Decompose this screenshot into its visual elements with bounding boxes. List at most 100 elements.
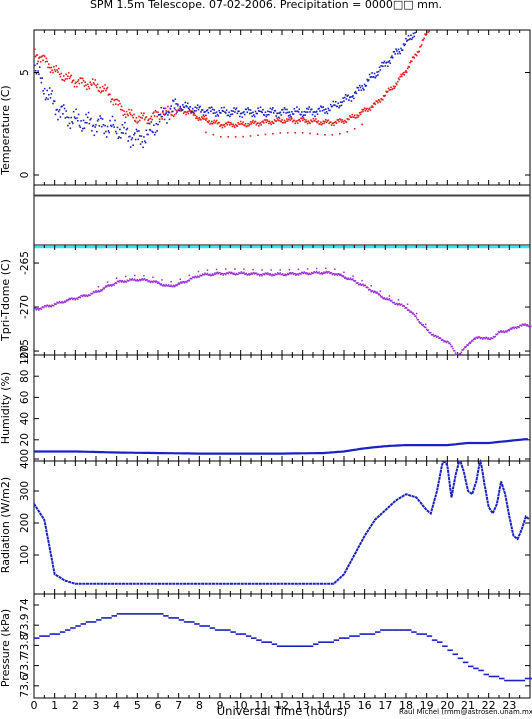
temperature-point [267,122,270,125]
tdome-point [152,276,154,279]
temperature-point [87,111,90,114]
temperature-point [204,118,206,120]
tdome-point [48,304,51,307]
temperature-point [147,133,149,136]
tdome-point [210,274,213,276]
tdome-point [412,312,415,314]
temperature-point [136,122,139,124]
tdome-point [429,332,432,334]
temperature-point [172,110,174,113]
temperature-point [200,111,202,113]
tdome-point [49,305,52,307]
temperature-point [227,114,230,117]
tdome-point [138,278,141,281]
temperature-point [376,71,378,73]
temperature-point [256,122,258,125]
tdome-point [268,274,271,276]
tdome-point [209,273,211,275]
x-tick-label: 6 [155,699,162,712]
tdome-point [258,275,261,277]
tdome-point [424,326,426,329]
temperature-point [234,123,237,126]
temperature-point [208,106,211,109]
temperature-point [53,68,56,71]
tdome-point [499,331,501,333]
temperature-point [206,109,209,111]
temperature-point [57,71,59,73]
tdome-point [180,281,182,283]
tdome-point [315,271,317,274]
temperature-point [130,109,133,111]
temperature-point [358,89,360,91]
temperature-point [84,81,87,83]
temperature-point [353,116,355,119]
temperature-point [249,109,252,111]
temperature-point [363,108,365,111]
pressure-point [65,629,71,631]
temperature-point [166,122,168,124]
tdome-point [59,301,62,304]
temperature-point [237,122,239,124]
temperature-point [240,112,243,115]
temperature-point [360,111,363,113]
tdome-point [377,292,379,295]
credit-note: Raul Michel (rmm@astrosen.unam.mx) [399,708,532,716]
temperature-point [191,111,194,113]
temperature-point [300,117,302,120]
tdome-point [114,282,116,285]
temperature-point [200,119,202,121]
tdome-point [234,268,236,270]
tdome-point [476,336,478,338]
temperature-point [45,97,48,99]
temperature-point [334,120,337,123]
tdome-point [264,272,267,274]
tdome-point [333,273,335,275]
tdome-point [487,337,490,339]
temperature-point [371,72,373,74]
temperature-point [374,76,377,79]
tdome-point [67,298,70,301]
temperature-point [77,113,80,116]
temperature-point [399,75,401,78]
tdome-point [204,272,206,274]
tdome-point [445,341,448,344]
tdome-point [234,273,236,275]
temperature-point [151,130,153,133]
temperature-point [232,110,234,113]
tdome-point [224,272,226,275]
temperature-point [357,116,359,118]
tdome-point [453,349,455,352]
tdome-point [171,285,173,288]
tdome-point [217,272,220,275]
tdome-point [488,338,491,340]
y-tick-label: 73.8 [19,634,31,657]
tdome-point [423,325,425,328]
tdome-point [358,283,360,286]
tdome-point [478,336,481,338]
temperature-point [128,108,130,111]
tdome-point [170,284,172,286]
temperature-point [196,117,199,120]
temperature-point [214,122,216,124]
temperature-point [63,107,66,110]
temperature-point [36,62,39,65]
temperature-point [179,105,182,108]
temperature-point [198,106,201,109]
temperature-point [198,116,201,119]
tdome-point [338,273,340,275]
temperature-point [194,114,196,117]
temperature-point [345,98,348,100]
temperature-point [391,88,394,90]
temperature-point [258,110,260,112]
temperature-point [245,108,248,111]
temperature-point [69,75,72,78]
tdome-point [398,302,401,305]
temperature-point [44,98,47,101]
temperature-point [58,108,61,111]
tdome-point [324,267,327,270]
temperature-point [309,111,311,113]
temperature-point [37,60,39,63]
temperature-point [115,132,118,135]
tdome-point [170,280,172,283]
temperature-point [72,110,75,113]
